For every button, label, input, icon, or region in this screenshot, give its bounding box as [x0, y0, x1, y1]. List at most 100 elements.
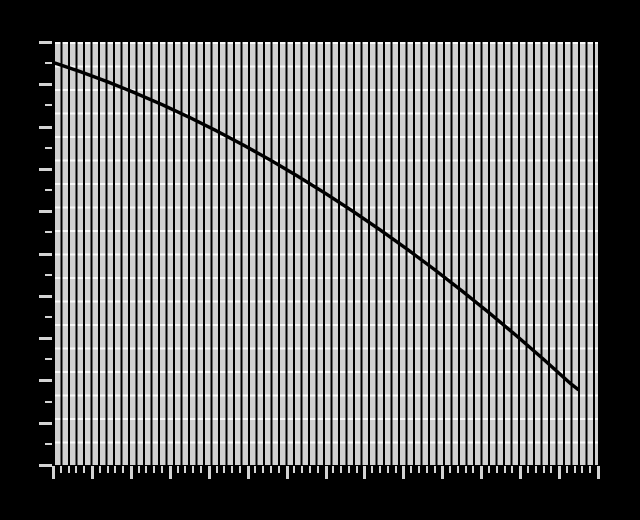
y-tick-minor	[45, 62, 52, 65]
y-tick-major	[39, 125, 52, 129]
x-tick-minor	[386, 466, 389, 473]
x-tick-minor	[464, 466, 467, 473]
y-tick-minor	[45, 442, 52, 445]
y-tick-major	[39, 41, 52, 44]
y-tick-major	[39, 379, 52, 383]
x-tick-minor	[456, 466, 459, 473]
x-tick-minor	[417, 466, 420, 473]
x-tick-minor	[503, 466, 506, 473]
x-tick-minor	[355, 466, 358, 473]
plot-area	[53, 42, 598, 465]
x-tick-minor	[526, 466, 529, 473]
y-tick-minor	[45, 273, 52, 276]
x-tick-minor	[293, 466, 296, 473]
x-tick-minor	[184, 466, 187, 473]
x-tick-minor	[511, 466, 514, 473]
x-tick-minor	[316, 466, 319, 473]
x-tick-major	[52, 466, 55, 479]
x-tick-minor	[277, 466, 280, 473]
x-tick-minor	[67, 466, 70, 473]
x-tick-major	[558, 466, 562, 479]
x-tick-minor	[433, 466, 436, 473]
y-tick-minor	[45, 146, 52, 149]
x-tick-major	[168, 466, 172, 479]
x-tick-minor	[308, 466, 311, 473]
x-tick-minor	[75, 466, 78, 473]
y-tick-major	[39, 337, 52, 341]
y-tick-major	[39, 83, 52, 87]
x-tick-minor	[270, 466, 272, 473]
x-tick-minor	[449, 466, 452, 473]
x-tick-minor	[145, 466, 148, 473]
y-tick-minor	[45, 315, 52, 318]
x-tick-minor	[122, 466, 125, 473]
x-tick-minor	[488, 466, 490, 473]
x-tick-minor	[59, 466, 62, 473]
curve-polyline	[53, 61, 580, 391]
axis-spine-right	[598, 42, 599, 467]
x-tick-minor	[565, 466, 568, 473]
x-tick-major	[441, 466, 445, 479]
x-tick-minor	[176, 466, 179, 473]
x-tick-major	[285, 466, 289, 479]
x-tick-minor	[542, 466, 545, 473]
x-tick-minor	[340, 466, 343, 473]
x-tick-minor	[106, 466, 109, 473]
data-curve	[53, 61, 580, 391]
x-tick-minor	[371, 466, 374, 473]
x-tick-minor	[161, 466, 163, 473]
x-tick-major	[402, 466, 406, 479]
y-tick-minor	[45, 400, 52, 403]
x-tick-minor	[425, 466, 428, 473]
y-tick-major	[39, 210, 52, 214]
x-tick-minor	[262, 466, 265, 473]
y-tick-major	[39, 252, 52, 256]
x-tick-minor	[394, 466, 397, 473]
x-tick-major	[324, 466, 328, 479]
x-tick-minor	[534, 466, 537, 473]
x-tick-minor	[573, 466, 576, 473]
x-tick-minor	[153, 466, 156, 473]
axis-spine-top	[51, 41, 600, 42]
x-tick-minor	[137, 466, 140, 473]
x-tick-major	[246, 466, 250, 479]
vertical-gridlines	[53, 42, 598, 465]
x-tick-minor	[238, 466, 241, 473]
x-tick-minor	[589, 466, 592, 473]
x-tick-minor	[199, 466, 202, 473]
x-tick-major	[519, 466, 523, 479]
x-tick-minor	[410, 466, 413, 473]
y-tick-major	[39, 167, 52, 171]
y-tick-major	[39, 421, 52, 425]
x-tick-major	[129, 466, 133, 479]
x-tick-minor	[254, 466, 257, 473]
x-tick-minor	[347, 466, 350, 473]
x-tick-major	[90, 466, 94, 479]
x-tick-minor	[581, 466, 584, 473]
x-tick-major	[207, 466, 211, 479]
x-tick-major	[597, 466, 600, 479]
y-tick-minor	[45, 358, 52, 361]
y-tick-minor	[45, 231, 52, 234]
x-tick-minor	[495, 466, 498, 473]
x-tick-minor	[215, 466, 218, 473]
y-tick-major	[39, 294, 52, 298]
x-tick-minor	[98, 466, 101, 473]
y-tick-minor	[45, 104, 52, 107]
x-tick-minor	[379, 466, 381, 473]
x-tick-minor	[472, 466, 475, 473]
y-tick-major	[39, 464, 52, 467]
x-tick-minor	[223, 466, 226, 473]
x-tick-minor	[301, 466, 304, 473]
x-tick-minor	[83, 466, 86, 473]
x-tick-minor	[114, 466, 117, 473]
x-tick-minor	[192, 466, 195, 473]
y-tick-minor	[45, 189, 52, 192]
x-tick-minor	[332, 466, 335, 473]
x-tick-minor	[550, 466, 553, 473]
x-tick-major	[480, 466, 484, 479]
x-tick-major	[363, 466, 367, 479]
x-tick-minor	[231, 466, 234, 473]
axis-spine-left	[51, 42, 53, 467]
